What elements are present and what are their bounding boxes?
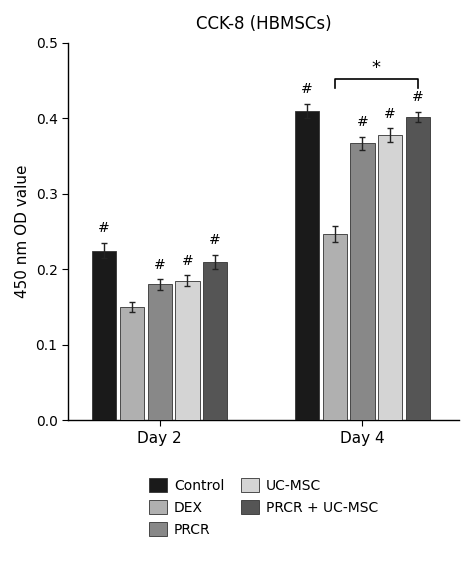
Legend: Control, DEX, PRCR, UC-MSC, PRCR + UC-MSC: Control, DEX, PRCR, UC-MSC, PRCR + UC-MS… xyxy=(143,473,383,542)
Text: #: # xyxy=(301,82,313,96)
Text: #: # xyxy=(384,107,396,121)
Bar xyxy=(406,117,430,420)
Text: *: * xyxy=(372,59,381,77)
Text: #: # xyxy=(182,254,193,268)
Bar xyxy=(295,111,319,420)
Bar xyxy=(92,250,116,420)
Text: #: # xyxy=(98,222,110,235)
Text: #: # xyxy=(154,258,165,272)
Title: CCK-8 (HBMSCs): CCK-8 (HBMSCs) xyxy=(196,15,331,33)
Bar xyxy=(350,143,374,420)
Bar xyxy=(203,262,227,420)
Bar xyxy=(120,307,144,420)
Bar xyxy=(378,135,402,420)
Bar xyxy=(147,284,172,420)
Text: #: # xyxy=(210,233,221,248)
Text: #: # xyxy=(412,90,424,104)
Text: #: # xyxy=(356,115,368,129)
Bar xyxy=(175,281,200,420)
Bar xyxy=(323,234,347,420)
Y-axis label: 450 nm OD value: 450 nm OD value xyxy=(15,165,30,298)
